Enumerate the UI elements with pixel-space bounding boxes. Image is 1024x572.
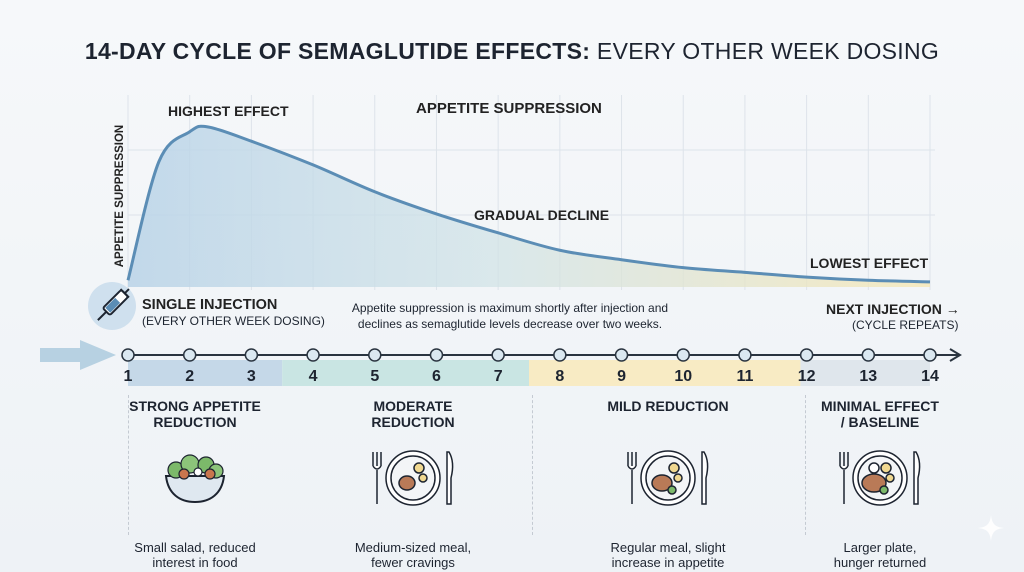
page-title: 14-DAY CYCLE OF SEMAGLUTIDE EFFECTS: EVE…: [84, 38, 940, 64]
day-label: 3: [246, 368, 256, 385]
phase-column: MODERATE REDUCTION Medium-sized meal, fewer…: [313, 398, 513, 570]
phase-column: STRONG APPETITE REDUCTION Small salad, red…: [95, 398, 295, 570]
phase-title: MODERATE REDUCTION: [371, 398, 455, 430]
curve-area: [128, 126, 930, 287]
divider: [532, 395, 533, 535]
phase-band: [800, 360, 930, 386]
day-marker: [614, 348, 629, 362]
day-marker: [306, 348, 320, 362]
explanation-note: Appetite suppression is maximum shortly …: [351, 301, 669, 331]
day-marker: [182, 348, 197, 362]
day-marker: [121, 348, 135, 362]
plate-meal-icon: [568, 438, 768, 518]
salad-bowl-icon: [95, 438, 295, 518]
divider: [805, 395, 806, 535]
day-label: 11: [736, 368, 754, 385]
day-marker: [861, 348, 876, 362]
arrow-head-icon: [949, 348, 962, 362]
day-label: 6: [432, 368, 441, 385]
timeline: [40, 340, 962, 386]
day-label: 14: [921, 368, 939, 385]
phase-description: Small salad, reduced interest in food: [134, 540, 256, 570]
phase-column: MINIMAL EFFECT / BASELINE Larger plate, hun…: [780, 398, 980, 570]
day-label: 13: [859, 368, 878, 385]
day-label: 2: [185, 368, 195, 385]
day-marker: [553, 348, 567, 362]
peak-annotation: HIGHEST EFFECT: [168, 103, 289, 119]
day-marker: [799, 348, 814, 362]
phase-band: [529, 360, 801, 386]
phase-band: [128, 360, 283, 386]
day-label: 12: [797, 368, 816, 385]
day-label: 7: [493, 368, 503, 385]
day-label: 9: [617, 368, 626, 385]
phase-title: STRONG APPETITE REDUCTION: [129, 398, 261, 430]
plate-meal-icon: [313, 438, 513, 518]
y-axis-label: APPETITE SUPPRESSION: [114, 124, 126, 268]
injection-subtitle: (EVERY OTHER WEEK DOSING): [142, 314, 325, 328]
day-label: 5: [370, 368, 380, 385]
phase-band: [282, 360, 529, 386]
day-marker: [491, 348, 505, 362]
low-annotation: LOWEST EFFECT: [810, 255, 929, 271]
phase-title: MILD REDUCTION: [607, 398, 729, 414]
chart-title: APPETITE SUPPRESSION: [416, 100, 602, 117]
day-marker: [368, 348, 382, 362]
appetite-chart: [126, 95, 935, 290]
plate-meal-icon: [780, 438, 980, 518]
phase-title: MINIMAL EFFECT / BASELINE: [821, 398, 939, 430]
sparkle-icon: [978, 515, 1004, 541]
day-label: 8: [555, 368, 565, 385]
day-label: 4: [308, 368, 318, 385]
next-injection-label: NEXT INJECTION →: [826, 301, 960, 317]
phase-column: MILD REDUCTION Regular meal, slight increa…: [568, 398, 768, 570]
day-marker: [923, 348, 937, 362]
day-marker: [738, 348, 752, 362]
arrow-icon: [40, 340, 116, 370]
day-marker: [244, 348, 259, 362]
day-label: 1: [123, 368, 133, 385]
day-marker: [429, 348, 444, 362]
day-marker: [676, 348, 690, 362]
phase-description: Larger plate, hunger returned: [833, 540, 927, 570]
phase-description: Medium-sized meal, fewer cravings: [354, 540, 472, 570]
phase-description: Regular meal, slight increase in appetite: [610, 540, 726, 570]
decline-annotation: GRADUAL DECLINE: [474, 207, 610, 223]
day-label: 10: [674, 368, 693, 385]
cycle-repeats-label: (CYCLE REPEATS): [852, 318, 959, 332]
divider: [128, 395, 129, 535]
curve-line: [126, 124, 931, 284]
injection-title: SINGLE INJECTION: [142, 297, 278, 313]
syringe-icon: [88, 282, 136, 330]
